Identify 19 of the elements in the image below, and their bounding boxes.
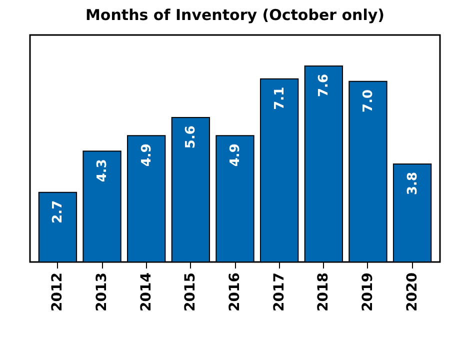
data-label: 7.0: [360, 89, 376, 112]
data-label: 3.8: [405, 172, 420, 196]
x-tick-label: 2017: [271, 272, 288, 312]
x-tick-label: 2015: [182, 272, 199, 312]
x-tick-label: 2016: [227, 272, 243, 312]
data-label: 7.1: [272, 86, 288, 110]
data-label: 5.6: [184, 126, 199, 149]
data-label: 2.7: [50, 200, 66, 224]
x-tick-label: 2019: [360, 272, 376, 312]
x-tick-label: 2018: [316, 272, 332, 312]
data-label: 4.9: [228, 144, 243, 167]
x-tick-label: 2020: [404, 272, 420, 312]
x-tick-label: 2012: [50, 272, 66, 312]
data-label: 4.9: [139, 144, 154, 167]
x-tick-label: 2013: [94, 272, 110, 312]
chart-title: Months of Inventory (October only): [86, 6, 384, 24]
data-label: 4.3: [95, 159, 110, 182]
x-tick-label: 2014: [138, 272, 154, 312]
data-label: 7.6: [316, 74, 332, 97]
